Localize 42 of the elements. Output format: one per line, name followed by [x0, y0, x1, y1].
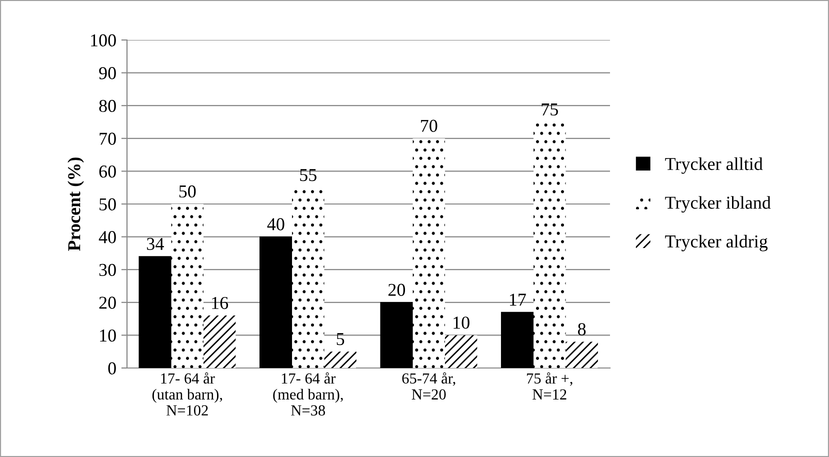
legend-label: Trycker aldrig	[665, 234, 768, 252]
x-tick-label: 65-74 år, N=20	[402, 372, 456, 400]
y-tick-label: 60	[99, 165, 116, 178]
data-label: 5	[336, 333, 344, 346]
bar	[259, 236, 292, 368]
y-tick-label: 70	[100, 132, 116, 145]
data-label: 34	[147, 238, 164, 250]
data-label: 20	[388, 284, 406, 296]
data-label: 8	[578, 323, 586, 336]
data-label: 50	[179, 185, 196, 198]
bar	[500, 312, 534, 368]
data-label: 17	[510, 294, 526, 306]
bar	[380, 302, 414, 368]
y-tick-label: 0	[108, 362, 116, 374]
legend-label: Trycker alltid	[665, 157, 763, 174]
bar	[324, 352, 356, 368]
y-tick-label: 50	[100, 198, 116, 210]
y-tick-label: 20	[99, 296, 116, 309]
bar	[171, 204, 204, 368]
x-tick-label: 75 år +, N=12	[527, 372, 572, 400]
y-tick-label: 30	[99, 264, 116, 276]
y-tick-label: 80	[99, 100, 116, 112]
y-tick-label: 90	[99, 67, 116, 80]
data-label: 40	[267, 218, 284, 230]
x-tick-label: 17- 64 år (med barn), N=38	[273, 372, 343, 416]
x-tick-label: 17- 64 år (utan barn), N=102	[152, 372, 222, 416]
bar	[566, 342, 598, 368]
data-label: 55	[300, 169, 316, 182]
y-tick-label: 10	[100, 329, 116, 342]
bar	[203, 316, 236, 368]
y-axis-title: Procent (%)	[68, 158, 84, 251]
bar	[412, 138, 445, 368]
data-label: 16	[212, 296, 228, 310]
y-tick-label: 100	[91, 34, 116, 46]
bar	[444, 335, 478, 368]
bar	[138, 256, 172, 368]
data-label: 10	[454, 316, 470, 329]
y-tick-label: 40	[98, 231, 116, 244]
data-label: 70	[421, 120, 438, 132]
bar	[534, 122, 566, 368]
data-label: 75	[542, 104, 558, 116]
legend-label: Trycker ibland	[665, 196, 771, 213]
